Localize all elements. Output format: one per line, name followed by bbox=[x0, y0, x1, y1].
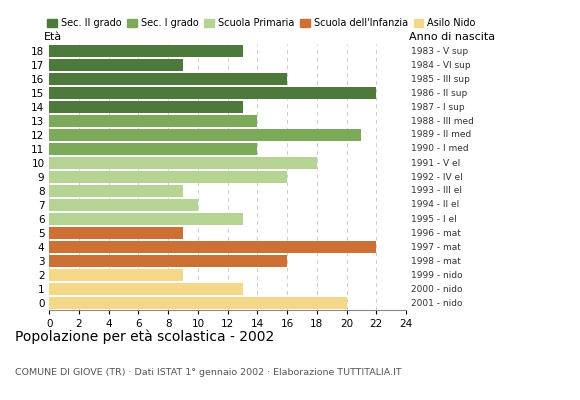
Bar bbox=[49, 115, 258, 127]
Text: COMUNE DI GIOVE (TR) · Dati ISTAT 1° gennaio 2002 · Elaborazione TUTTITALIA.IT: COMUNE DI GIOVE (TR) · Dati ISTAT 1° gen… bbox=[14, 368, 401, 377]
Bar bbox=[49, 241, 376, 253]
Bar bbox=[49, 143, 258, 155]
Bar bbox=[49, 283, 242, 295]
Text: 1990 - I med: 1990 - I med bbox=[411, 144, 468, 154]
Bar bbox=[49, 129, 361, 141]
Bar bbox=[49, 255, 287, 267]
Text: 1994 - II el: 1994 - II el bbox=[411, 200, 459, 210]
Bar bbox=[49, 213, 242, 225]
Bar bbox=[49, 185, 183, 197]
Text: 2001 - nido: 2001 - nido bbox=[411, 298, 462, 308]
Text: 2000 - nido: 2000 - nido bbox=[411, 284, 462, 294]
Text: 1984 - VI sup: 1984 - VI sup bbox=[411, 60, 470, 70]
Bar bbox=[49, 73, 287, 85]
Bar bbox=[49, 157, 317, 169]
Bar bbox=[49, 297, 347, 309]
Bar bbox=[49, 227, 183, 239]
Text: 1991 - V el: 1991 - V el bbox=[411, 158, 460, 168]
Text: 1996 - mat: 1996 - mat bbox=[411, 228, 461, 238]
Legend: Sec. II grado, Sec. I grado, Scuola Primaria, Scuola dell'Infanzia, Asilo Nido: Sec. II grado, Sec. I grado, Scuola Prim… bbox=[47, 18, 476, 28]
Text: 1998 - mat: 1998 - mat bbox=[411, 256, 461, 266]
Text: Età: Età bbox=[44, 32, 61, 42]
Bar bbox=[49, 269, 183, 281]
Text: 1992 - IV el: 1992 - IV el bbox=[411, 172, 462, 182]
Bar bbox=[49, 101, 242, 113]
Bar bbox=[49, 87, 376, 99]
Text: 1987 - I sup: 1987 - I sup bbox=[411, 102, 464, 112]
Text: Popolazione per età scolastica - 2002: Popolazione per età scolastica - 2002 bbox=[14, 330, 274, 344]
Text: 1995 - I el: 1995 - I el bbox=[411, 214, 456, 224]
Bar bbox=[49, 59, 183, 71]
Text: 1989 - II med: 1989 - II med bbox=[411, 130, 471, 140]
Text: 1999 - nido: 1999 - nido bbox=[411, 270, 462, 280]
Bar bbox=[49, 45, 242, 57]
Bar bbox=[49, 199, 198, 211]
Text: 1997 - mat: 1997 - mat bbox=[411, 242, 461, 252]
Text: 1988 - III med: 1988 - III med bbox=[411, 116, 473, 126]
Text: 1985 - III sup: 1985 - III sup bbox=[411, 74, 470, 84]
Bar bbox=[49, 171, 287, 183]
Text: 1986 - II sup: 1986 - II sup bbox=[411, 88, 467, 98]
Text: 1993 - III el: 1993 - III el bbox=[411, 186, 462, 196]
Text: 1983 - V sup: 1983 - V sup bbox=[411, 46, 467, 56]
Text: Anno di nascita: Anno di nascita bbox=[409, 32, 495, 42]
